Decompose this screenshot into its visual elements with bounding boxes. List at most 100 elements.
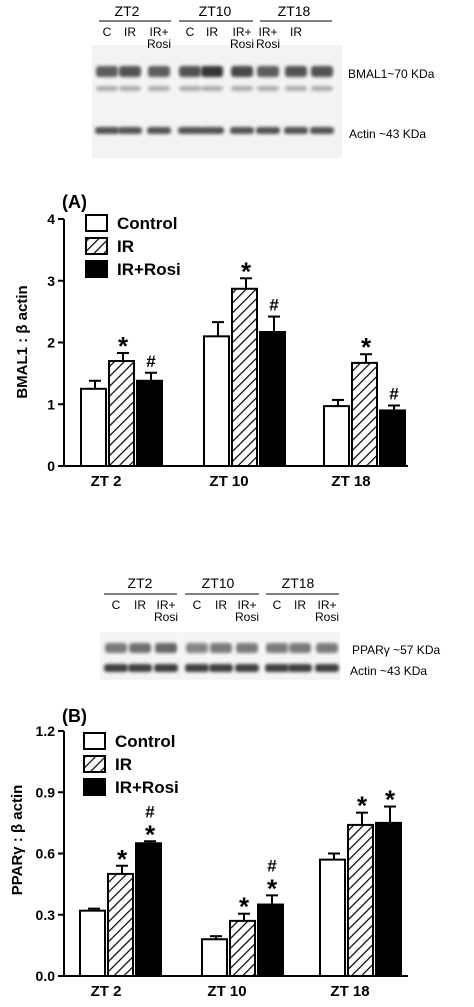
blot-band [289,643,311,653]
bar [203,335,230,468]
blot-band [96,86,118,91]
bar [231,287,258,467]
blot-band [105,643,127,653]
significance-mark: * [145,819,156,849]
blot-band [231,86,253,91]
blot-a-group-label: ZT2 [115,3,140,19]
blot-band [200,127,224,134]
blot-lane-label-line: IR+ [232,25,251,39]
blot-lane-label: IR [124,25,136,39]
blot-b-group-label: ZT18 [282,575,315,591]
significance-mark: * [239,892,250,922]
blot-band [201,66,223,77]
blot-lane-label-line: IR [124,25,136,39]
significance-mark: * [117,844,128,874]
significance-mark: * [357,791,368,821]
bar [323,405,350,468]
chart-a-panel-label: (A) [62,192,87,212]
blot-lane-label-line: IR+ [237,598,256,612]
blot-band [119,66,141,77]
legend-swatch [83,755,106,773]
chart-b: (B) PPARγ : β actin 0.00.30.60.91.2*#*ZT… [9,706,408,1000]
blot-band [235,664,259,672]
blot-lane-label-line: C [103,25,112,39]
blot-lane-label: IR+ Rosi [147,25,171,51]
blot-lane-label-line: C [112,598,121,612]
blot-a-group-label: ZT18 [278,3,311,19]
significance-mark: * [267,873,278,903]
y-tick-label: 3 [47,273,55,289]
legend-label: IR+Rosi [115,778,179,797]
legend-label: IR+Rosi [117,260,181,279]
blot-lane-label-line: Rosi [147,37,171,51]
blot-lane-label: IR [290,25,302,39]
significance-mark: # [269,296,279,315]
significance-mark: * [361,332,372,362]
blot-b-band-label: PPARγ ~57 KDa [352,643,440,657]
blot-b-membrane [100,632,340,680]
blot-lane-label: IR [206,25,218,39]
bar [259,331,286,467]
blot-band [104,664,128,672]
x-category-label: ZT 2 [91,473,122,490]
legend-label: Control [117,214,177,233]
x-category-label: ZT 18 [330,983,369,1000]
bar [351,361,378,467]
legend-swatch [85,237,108,255]
x-category-label: ZT 2 [91,983,122,1000]
blot-lane-label-line: C [186,25,195,39]
blot-lane-label-line: IR [294,598,306,612]
blot-a-bands [95,66,334,134]
x-category-label: ZT 18 [331,473,370,490]
blot-lane-label: IR [215,598,227,612]
bar [319,858,346,977]
blot-a-group-label: ZT10 [199,3,232,19]
y-tick-label: 0.9 [36,784,56,800]
blot-lane-label: IR+ Rosi [235,598,259,624]
bar [79,909,106,978]
blot-band [148,66,170,77]
x-category-label: ZT 10 [207,983,246,1000]
blot-band [311,66,333,77]
y-tick-label: 1.2 [36,723,56,739]
blot-band [231,66,253,77]
blot-band [285,66,307,77]
legend-swatch [85,214,108,232]
blot-band [148,86,170,91]
blot-band [256,127,280,134]
chart-a: (A) BMAL1 : β actin 0 1 2 3 4 * # ZT 2 * # ZT 10 * #… [14,192,408,490]
chart-b-y-axis-label: PPARγ : β actin [9,785,26,896]
blot-b-bands [104,643,339,672]
blot-band [257,66,279,77]
blot-lane-label-line: C [273,598,282,612]
blot-lane-label: IR [134,598,146,612]
blot-lane-label-line: IR [206,25,218,39]
blot-band [236,643,258,653]
blot-lane-label: C [193,598,202,612]
blot-a-membrane [92,45,342,158]
blot-band [288,664,312,672]
blot-band [315,664,339,672]
blot-band [311,86,333,91]
blot-band [285,86,307,91]
blot-band [210,643,232,653]
significance-mark: # [389,384,399,403]
legend-swatch [83,732,106,750]
y-tick-label: 2 [47,335,55,351]
significance-mark: # [145,802,155,821]
blot-lane-label-line: Rosi [230,37,254,51]
blot-band [201,86,223,91]
blot-band [178,127,202,134]
bar [375,821,402,977]
blot-a-band-label: BMAL1~70 KDa [348,67,435,81]
blot-lane-label-line: Rosi [235,610,259,624]
legend-label: Control [115,732,175,751]
blot-lane-label: C [273,598,282,612]
blot-band [230,127,254,134]
blot-lane-label: C [186,25,195,39]
blot-band [147,127,171,134]
blot-band [265,664,289,672]
